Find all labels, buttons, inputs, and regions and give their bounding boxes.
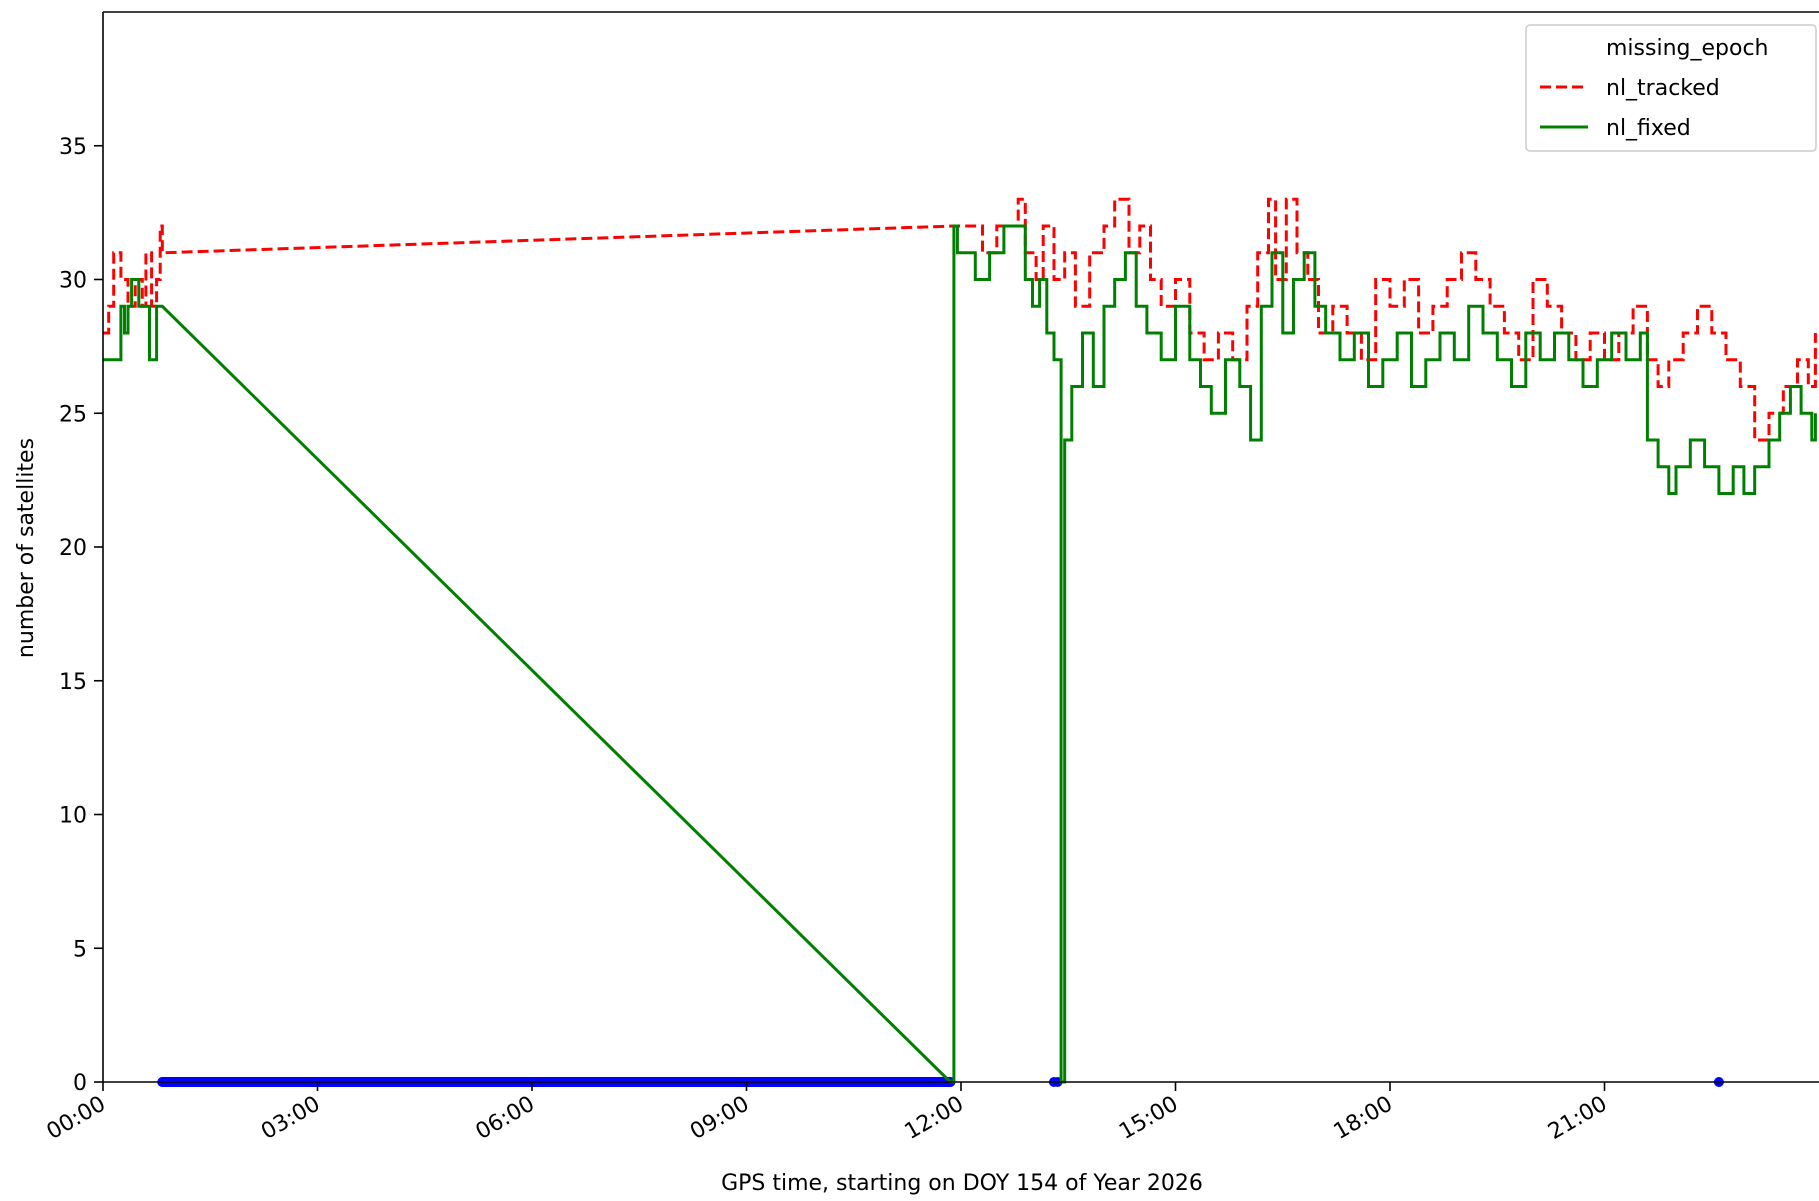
y-axis-label: number of satellites [14, 438, 39, 658]
legend-box [1525, 24, 1817, 152]
y-axis: 0 5 10 15 20 25 30 35 [59, 12, 104, 1096]
y-tick-label: 15 [59, 670, 87, 695]
x-axis-label: GPS time, starting on DOY 154 of Year 20… [721, 1171, 1203, 1196]
y-tick-label: 30 [59, 269, 87, 294]
nl-fixed-line [103, 224, 1817, 1084]
legend: missing_epoch nl_tracked nl_fixed [1525, 24, 1817, 152]
y-tick-label: 20 [59, 536, 87, 561]
legend-label-nl-tracked: nl_tracked [1606, 76, 1720, 101]
legend-label-missing-epoch: missing_epoch [1606, 36, 1769, 61]
y-tick-label: 35 [59, 135, 87, 160]
y-tick-label: 25 [59, 402, 87, 427]
y-tick-label: 5 [73, 937, 87, 962]
y-tick-label: 10 [59, 804, 87, 829]
y-tick-label: 0 [73, 1071, 87, 1096]
legend-label-nl-fixed: nl_fixed [1606, 116, 1691, 141]
